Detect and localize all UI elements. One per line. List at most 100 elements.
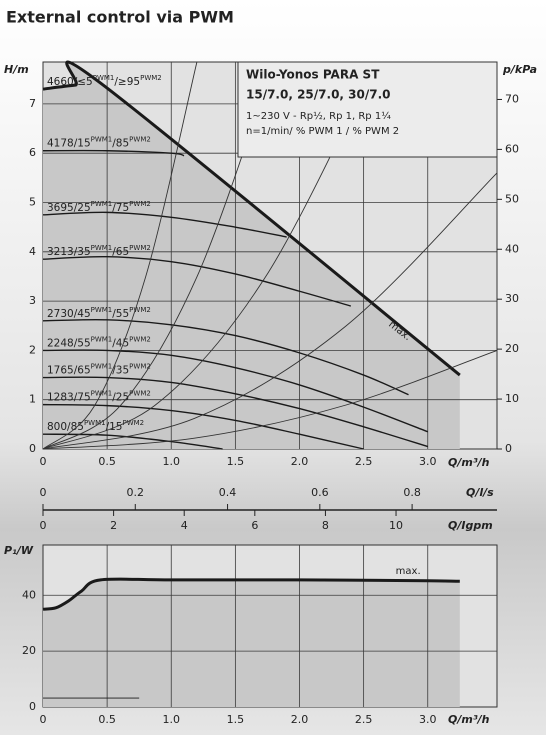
curve-label-part: PWM1	[91, 306, 113, 314]
y-axis-label: H/m	[4, 63, 29, 76]
x3-axis-label: Q/Igpm	[448, 519, 493, 532]
curve-label-part: PWM1	[91, 244, 113, 252]
curve	[42, 433, 223, 450]
x-tick-label: 1.0	[162, 455, 180, 468]
curve-label-part: 2730/45	[47, 308, 91, 320]
y2-tick-label: 30	[505, 292, 519, 305]
curve-label-part: PWM1	[91, 335, 113, 343]
info-line: 15/7.0, 25/7.0, 30/7.0	[246, 88, 391, 102]
y-tick-label: 3	[29, 294, 36, 307]
curve-label-part: PWM2	[140, 74, 162, 82]
curve-label: 1765/65PWM1/35PWM2	[47, 363, 151, 377]
x3-tick-label: 0	[40, 519, 47, 532]
curve-label-part: PWM2	[129, 390, 151, 398]
curve-label-part: 4178/15	[47, 138, 91, 150]
curve	[42, 211, 287, 238]
x-tick-label: 2.5	[355, 713, 373, 726]
x3-tick-label: 10	[389, 519, 403, 532]
system-curve	[42, 349, 498, 450]
curve-label-part: /75	[112, 202, 129, 214]
curve-label-part: PWM2	[123, 419, 145, 427]
y-tick-label: 4	[29, 245, 36, 258]
info-line: 1~230 V - Rp½, Rp 1, Rp 1¼	[246, 110, 391, 122]
curve	[42, 376, 428, 448]
curve	[42, 255, 351, 307]
curve-label-part: PWM1	[91, 363, 113, 371]
y-tick-label: 40	[22, 588, 36, 601]
x-tick-label: 0.5	[98, 713, 116, 726]
y-axis-label: P₁/W	[4, 544, 34, 557]
x-tick-label: 0.5	[98, 455, 116, 468]
curve-label: max.	[396, 566, 421, 577]
curve-label-part: PWM2	[129, 136, 151, 144]
y-tick-label: 1	[29, 393, 36, 406]
curve	[42, 577, 460, 611]
y-tick-label: 7	[29, 97, 36, 110]
x-tick-label: 1.5	[227, 713, 245, 726]
y2-tick-label: 40	[505, 242, 519, 255]
curve-label-part: PWM2	[129, 335, 151, 343]
curve-label-part: PWM1	[93, 74, 115, 82]
curve-label: 4660/≤5PWM1/≥95PWM2	[47, 74, 162, 88]
y2-tick-label: 0	[505, 442, 512, 455]
x3-tick-label: 6	[251, 519, 258, 532]
x2-tick-label: 0.4	[219, 486, 237, 499]
x3-tick-label: 2	[110, 519, 117, 532]
curve-label-part: /85	[112, 138, 129, 150]
y-tick-label: 20	[22, 644, 36, 657]
x3-tick-label: 8	[322, 519, 329, 532]
x2-axis-label: Q/l/s	[466, 486, 494, 499]
y-tick-label: 0	[29, 442, 36, 455]
curve-label-part: /55	[112, 308, 129, 320]
curve-label-part: 800/85	[47, 421, 84, 433]
y-tick-label: 5	[29, 196, 36, 209]
curve-label-part: PWM2	[129, 244, 151, 252]
y2-tick-label: 10	[505, 392, 519, 405]
curve-label-part: PWM1	[91, 136, 113, 144]
y2-tick-label: 50	[505, 192, 519, 205]
curve-label-part: 3695/25	[47, 202, 91, 214]
x2-tick-label: 0.2	[127, 486, 145, 499]
y2-tick-label: 20	[505, 342, 519, 355]
y-tick-label: 2	[29, 343, 36, 356]
curve-label-part: PWM2	[129, 200, 151, 208]
x-tick-label: 2.0	[291, 455, 309, 468]
x-tick-label: 3.0	[419, 455, 437, 468]
y2-axis-label: p/kPa	[502, 63, 537, 76]
curve-label-part: 4660/≤5	[47, 76, 93, 88]
curve-label: 2248/55PWM1/45PWM2	[47, 335, 151, 349]
x-tick-label: 1.5	[227, 455, 245, 468]
page-title: External control via PWM	[6, 8, 234, 27]
curve-label-part: 2248/55	[47, 337, 91, 349]
x-tick-label: 0	[40, 455, 47, 468]
y2-tick-label: 60	[505, 142, 519, 155]
curve-label-part: 1283/75	[47, 392, 91, 404]
x2-tick-label: 0.8	[403, 486, 421, 499]
curve	[42, 149, 185, 157]
info-line: Wilo-Yonos PARA ST	[246, 68, 380, 82]
x2-tick-label: 0	[40, 486, 47, 499]
curve-label-part: PWM2	[129, 306, 151, 314]
info-line: n=1/min/ % PWM 1 / % PWM 2	[246, 126, 399, 137]
x-tick-label: 3.0	[419, 713, 437, 726]
curve	[42, 318, 409, 396]
x-tick-label: 2.0	[291, 713, 309, 726]
x2-tick-label: 0.6	[311, 486, 329, 499]
curve-label: 4178/15PWM1/85PWM2	[47, 136, 151, 150]
curve-label-part: /≥95	[114, 76, 140, 88]
x-axis-label: Q/m³/h	[448, 456, 490, 469]
curve-label-part: /35	[112, 365, 129, 377]
curve-label-part: 3213/35	[47, 246, 91, 258]
y-tick-label: 6	[29, 146, 36, 159]
x-tick-label: 2.5	[355, 455, 373, 468]
x-tick-label: 0	[40, 713, 47, 726]
marks: 0 0.5 1.0 1.5 2.0 2.5 3.0012345670102030405060…	[22, 60, 519, 726]
curve-label: 3695/25PWM1/75PWM2	[47, 200, 151, 214]
curve-label-part: PWM1	[84, 419, 106, 427]
operating-range	[43, 579, 460, 707]
x-axis-label: Q/m³/h	[448, 713, 490, 726]
curve	[42, 349, 428, 433]
curve-label-part: PWM1	[91, 200, 113, 208]
x3-tick-label: 4	[181, 519, 188, 532]
